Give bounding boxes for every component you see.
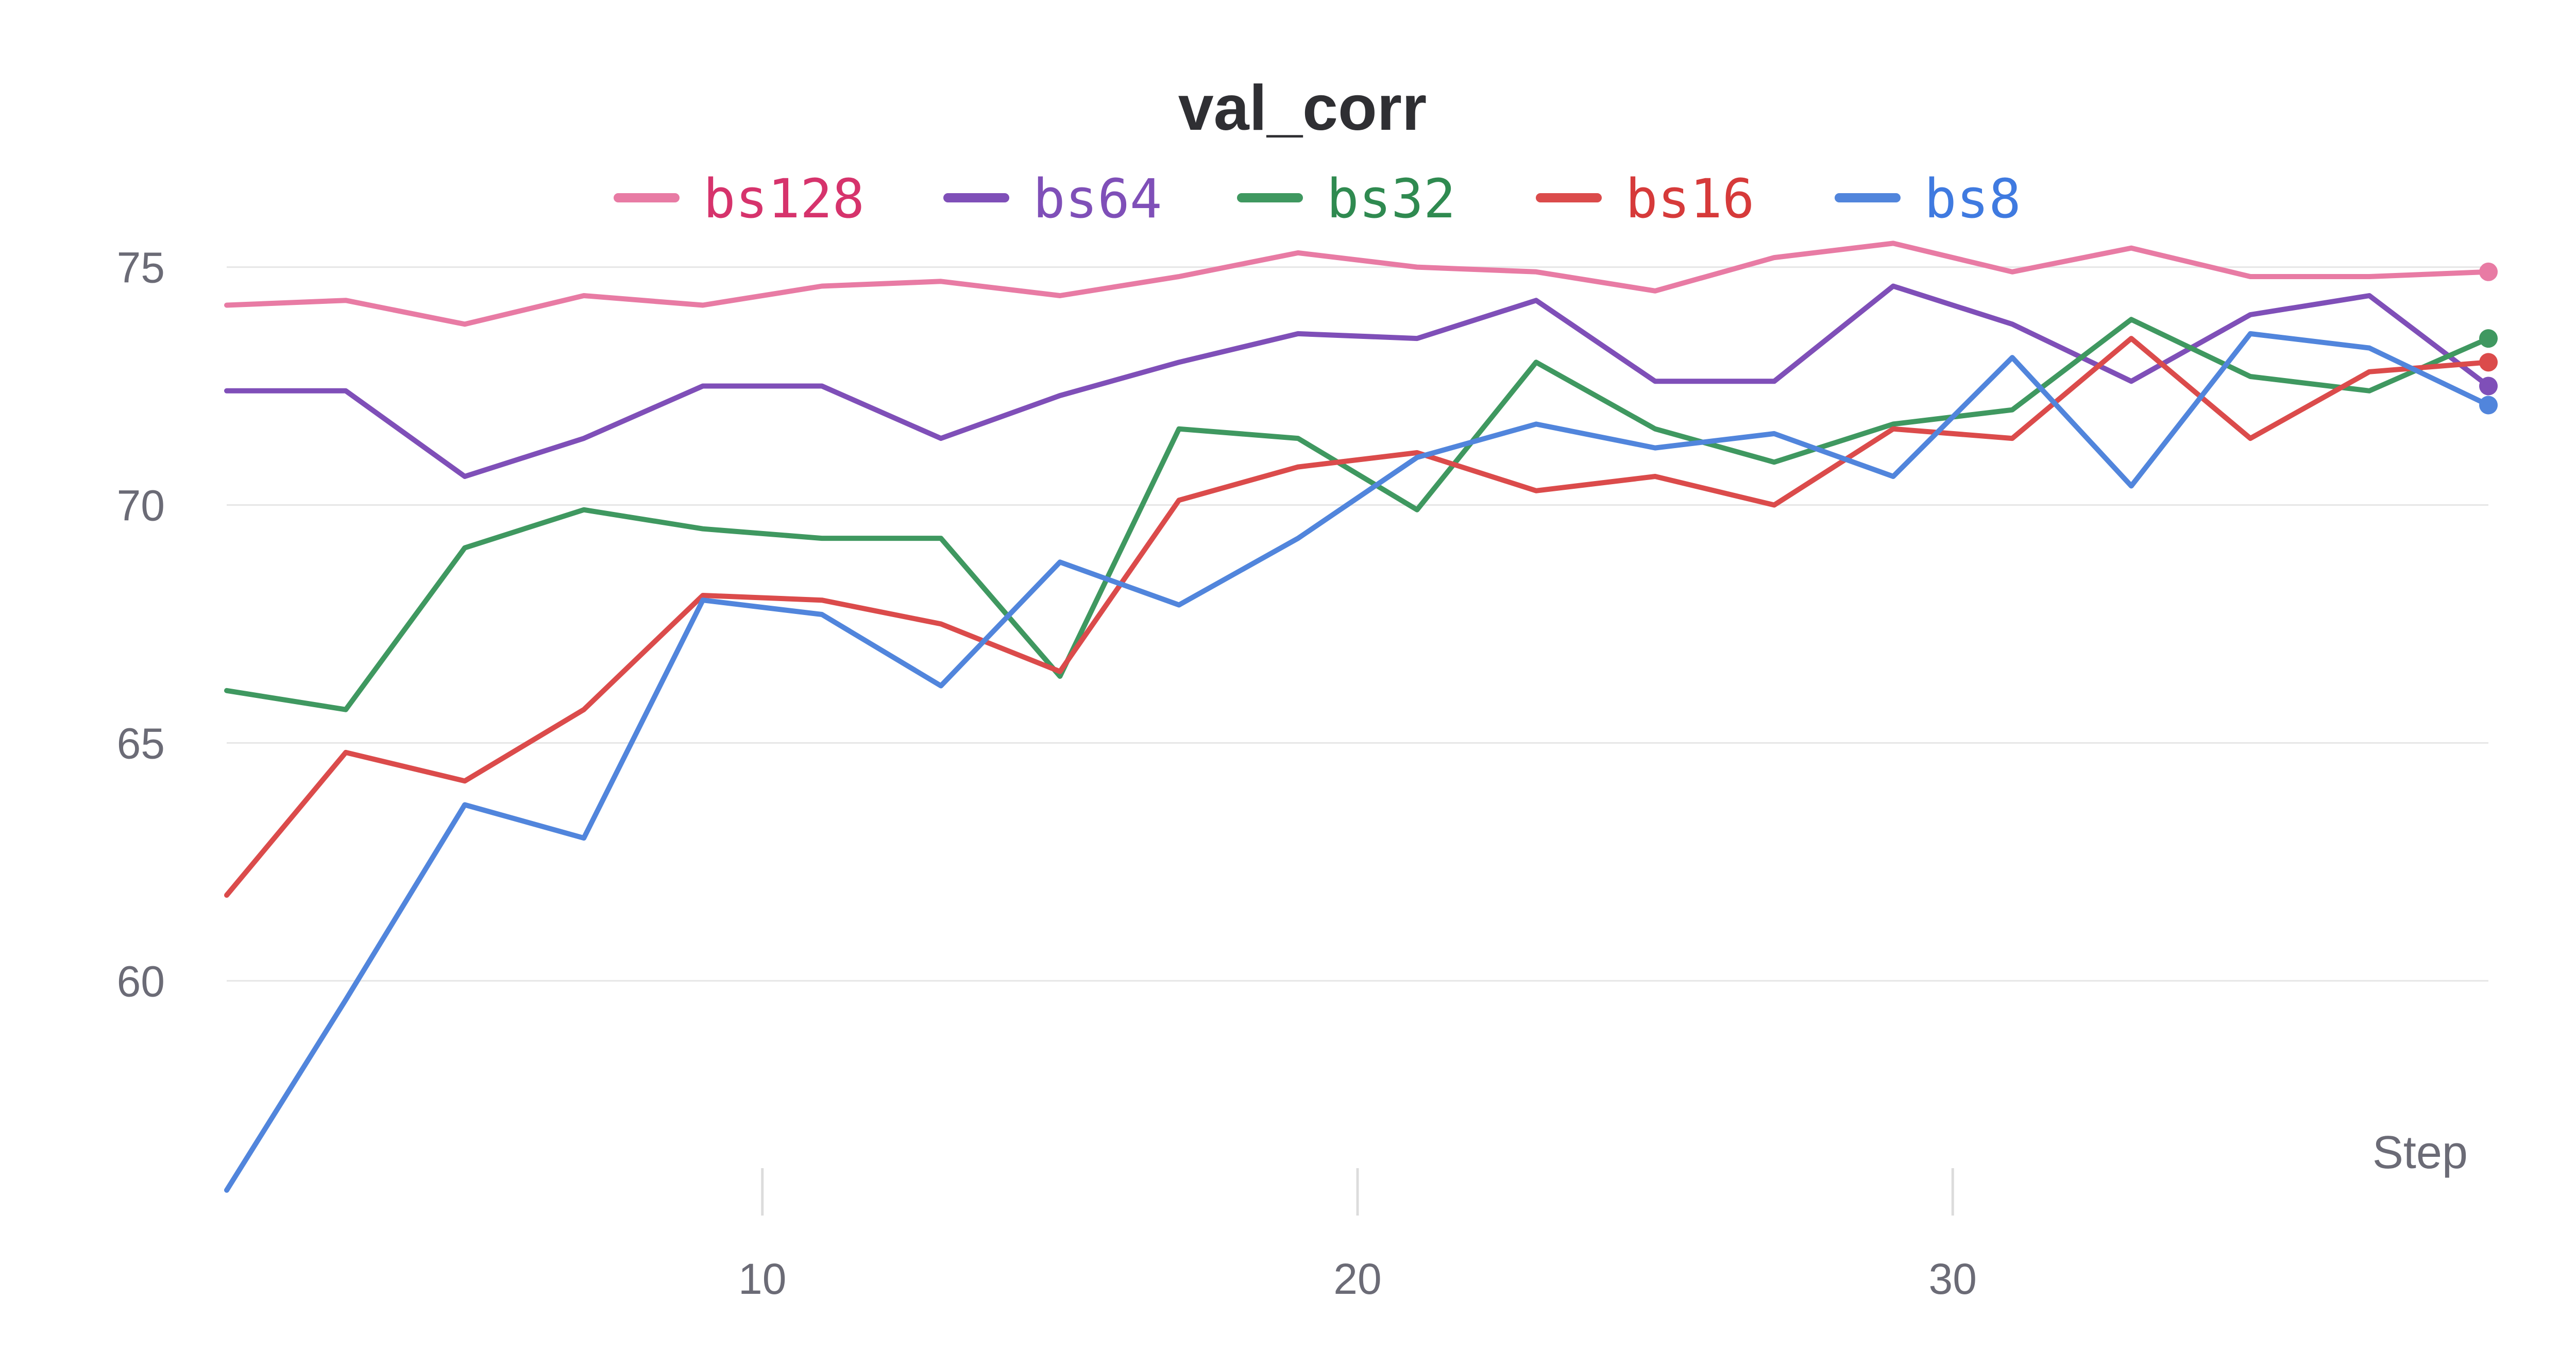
x-tick-label-10: 10 <box>738 1255 786 1303</box>
series-end-point-bs8 <box>2479 396 2498 415</box>
x-tick-label-30: 30 <box>1929 1255 1977 1303</box>
series-line-bs64 <box>224 283 2491 479</box>
y-axis: 60 65 70 75 <box>117 244 165 1006</box>
grid <box>227 266 2488 982</box>
legend-item-bs64[interactable]: bs64 <box>943 167 1162 230</box>
series-end-point-bs128 <box>2479 262 2498 281</box>
series-end-point-bs32 <box>2479 329 2498 348</box>
legend-item-bs16[interactable]: bs16 <box>1536 167 1754 230</box>
series-line-bs8 <box>224 331 2491 1193</box>
series-line-bs16 <box>224 336 2491 898</box>
legend-item-bs128[interactable]: bs128 <box>614 167 865 230</box>
legend-item-bs8[interactable]: bs8 <box>1835 167 2021 230</box>
y-tick-label-65: 65 <box>117 719 165 767</box>
x-axis: 10 20 30 <box>738 1168 1977 1303</box>
legend-item-bs32[interactable]: bs32 <box>1237 167 1455 230</box>
legend-label-bs128: bs128 <box>703 167 865 230</box>
series-end-point-bs64 <box>2479 377 2498 396</box>
series-line-bs32 <box>224 317 2491 712</box>
legend-label-bs32: bs32 <box>1327 167 1455 230</box>
series-lines <box>224 241 2491 1193</box>
x-axis-label: Step <box>2372 1127 2468 1178</box>
end-markers <box>2479 262 2498 415</box>
y-tick-label-75: 75 <box>117 244 165 292</box>
y-tick-label-60: 60 <box>117 957 165 1005</box>
legend: bs128 bs64 bs32 bs16 bs8 <box>614 167 2021 230</box>
legend-label-bs8: bs8 <box>1924 167 2021 230</box>
legend-label-bs16: bs16 <box>1625 167 1754 230</box>
series-end-point-bs16 <box>2479 353 2498 372</box>
x-tick-label-20: 20 <box>1333 1255 1381 1303</box>
y-tick-label-70: 70 <box>117 481 165 529</box>
legend-label-bs64: bs64 <box>1033 167 1162 230</box>
chart-title: val_corr <box>1178 73 1427 144</box>
series-line-bs128 <box>224 241 2491 327</box>
